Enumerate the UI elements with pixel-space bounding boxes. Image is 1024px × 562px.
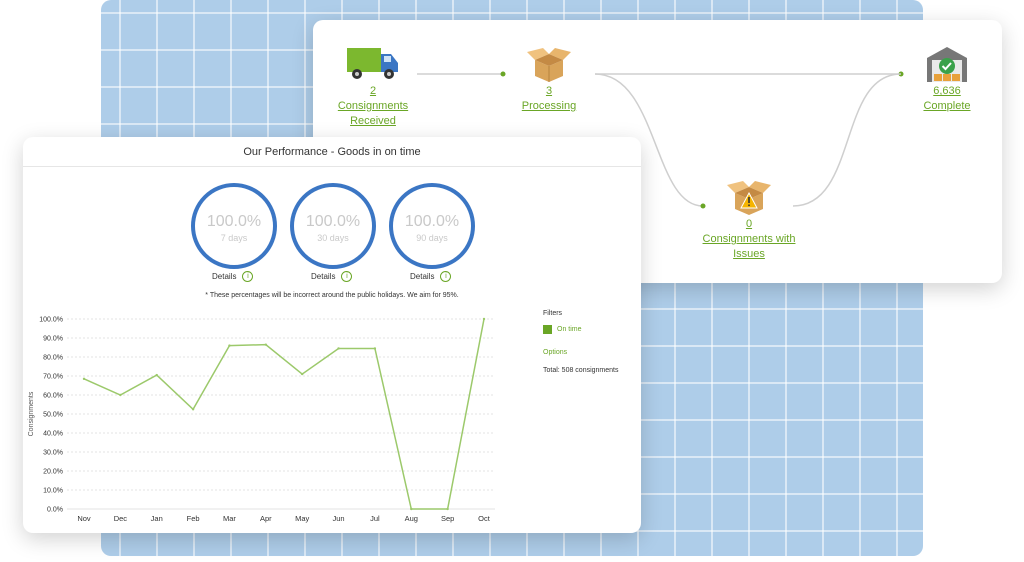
y-tick-label: 70.0% — [43, 374, 63, 381]
x-tick-label: Dec — [114, 514, 128, 523]
gauge-percent: 100.0% — [305, 213, 361, 230]
x-tick-label: Jul — [370, 514, 380, 523]
details-label: Details — [410, 272, 435, 281]
issues-label-line1[interactable]: Consignments with — [702, 233, 796, 245]
gauge-90-days: 100.0% 90 days — [389, 183, 475, 269]
x-tick-label: Mar — [223, 514, 236, 523]
y-tick-label: 40.0% — [43, 431, 63, 438]
data-point — [482, 317, 486, 321]
legend-on-time[interactable]: On time — [543, 325, 582, 334]
info-icon[interactable]: i — [341, 271, 353, 282]
legend-label: On time — [557, 326, 582, 333]
connector-processing-issues — [594, 73, 704, 207]
x-tick-label: Aug — [405, 514, 418, 523]
details-7-days[interactable]: Details i — [212, 271, 254, 282]
x-tick-label: Oct — [478, 514, 491, 523]
options-link[interactable]: Options — [543, 349, 568, 356]
y-tick-label: 60.0% — [43, 393, 63, 400]
y-axis-label: Consignments — [28, 391, 35, 436]
data-point — [264, 343, 268, 346]
y-tick-label: 50.0% — [43, 412, 63, 419]
complete-label[interactable]: Complete — [923, 100, 971, 112]
x-tick-label: May — [295, 514, 309, 523]
gauge-period: 90 days — [416, 233, 448, 243]
y-tick-label: 90.0% — [43, 336, 63, 343]
stage-processing[interactable]: 3 Processing — [517, 44, 581, 114]
issues-count-link[interactable]: 0 — [745, 218, 753, 230]
data-point — [446, 507, 449, 511]
y-tick-label: 10.0% — [43, 488, 63, 495]
data-point — [119, 393, 122, 397]
gauge-percent: 100.0% — [404, 213, 460, 230]
on-time-line-chart: 0.0% 10.0% 20.0% 30.0% 40.0% 50.0% 60.0% 70.0% 8… — [28, 317, 495, 523]
processing-count-link[interactable]: 3 — [545, 85, 553, 97]
filters-title: Filters — [543, 310, 563, 317]
details-label: Details — [311, 272, 336, 281]
data-point — [373, 347, 377, 350]
y-tick-label: 100.0% — [39, 317, 63, 324]
received-count-link[interactable]: 2 — [369, 85, 377, 97]
info-icon[interactable]: i — [242, 271, 254, 282]
data-point — [337, 347, 340, 350]
stage-complete[interactable]: 6,636 Complete — [911, 44, 983, 114]
data-point — [191, 408, 195, 411]
gauge-percent: 100.0% — [206, 213, 262, 230]
info-icon[interactable]: i — [440, 271, 452, 282]
x-tick-label: Jan — [151, 514, 163, 523]
y-tick-label: 20.0% — [43, 469, 63, 476]
open-box-icon — [527, 48, 571, 82]
performance-card: Our Performance - Goods in on time 100.0… — [23, 137, 641, 533]
issues-label-line2[interactable]: Issues — [733, 248, 765, 260]
stage-issues[interactable]: 0 Consignments with Issues — [697, 177, 801, 262]
x-tick-label: Jun — [332, 514, 344, 523]
details-90-days[interactable]: Details i — [410, 271, 452, 282]
received-label-line2[interactable]: Received — [350, 115, 396, 127]
warehouse-check-icon — [927, 47, 967, 82]
performance-title: Our Performance - Goods in on time — [23, 137, 641, 167]
series-line-on-time — [83, 318, 485, 510]
data-point — [155, 373, 158, 377]
x-tick-label: Nov — [77, 514, 91, 523]
y-tick-label: 30.0% — [43, 450, 63, 457]
box-warning-icon — [727, 181, 771, 215]
total-consignments: Total: 508 consignments — [543, 367, 619, 374]
connector-issues-complete — [792, 73, 902, 207]
gauge-7-days: 100.0% 7 days — [191, 183, 277, 269]
received-label-line1[interactable]: Consignments — [337, 100, 409, 112]
y-tick-label: 0.0% — [47, 507, 63, 514]
details-label: Details — [212, 272, 237, 281]
stage-received[interactable]: 2 Consignments Received — [337, 44, 409, 129]
x-tick-label: Sep — [441, 514, 454, 523]
processing-label[interactable]: Processing — [521, 100, 577, 112]
x-tick-label: Feb — [187, 514, 200, 523]
gauge-period: 30 days — [317, 233, 349, 243]
delivery-truck-icon — [347, 48, 398, 79]
legend-swatch — [543, 325, 552, 334]
details-30-days[interactable]: Details i — [311, 271, 353, 282]
complete-count-link[interactable]: 6,636 — [933, 85, 961, 97]
data-point — [410, 507, 413, 511]
data-point — [228, 344, 231, 347]
gauge-period: 7 days — [220, 233, 248, 243]
connector-dot — [700, 203, 706, 209]
flow-connectors — [417, 71, 904, 209]
connector-dot — [500, 71, 506, 77]
gauge-30-days: 100.0% 30 days — [290, 183, 376, 269]
y-tick-label: 80.0% — [43, 355, 63, 362]
data-point — [300, 372, 304, 376]
x-tick-label: Apr — [260, 514, 272, 523]
holiday-note: * These percentages will be incorrect ar… — [205, 292, 459, 299]
data-point — [82, 377, 86, 381]
